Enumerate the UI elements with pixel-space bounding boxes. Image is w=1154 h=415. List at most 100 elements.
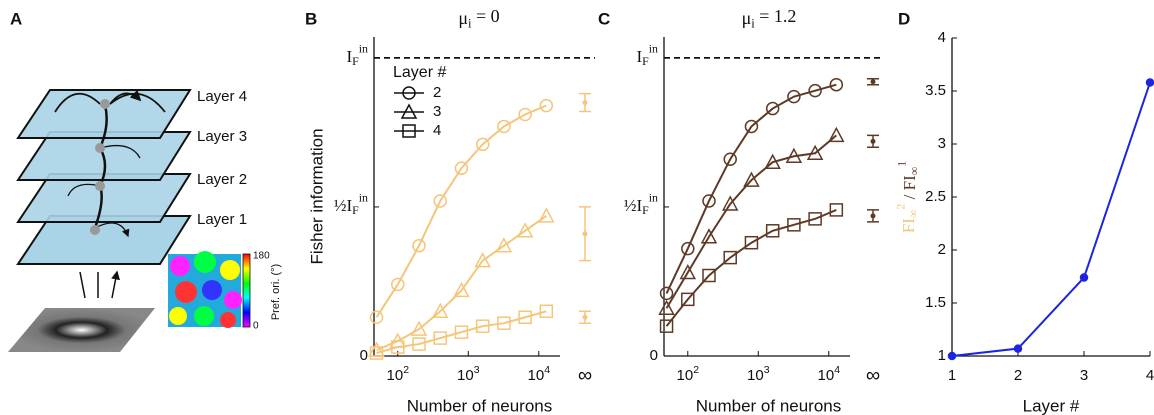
input-arrow (79, 272, 117, 299)
series-line (665, 208, 837, 327)
marker (743, 171, 760, 187)
legend-label: 3 (433, 103, 441, 120)
chart-title: μi​ = 0 (458, 6, 499, 30)
marker (431, 302, 449, 319)
x-tick-label: ∞ (578, 364, 592, 386)
legend-marker (400, 103, 418, 119)
marker (433, 331, 447, 345)
x-tick-label: 3 (1080, 367, 1088, 384)
y-tick-label: IF​in​ (346, 41, 368, 67)
marker (723, 250, 737, 265)
neuron (95, 143, 105, 153)
y-tick-label: 0 (360, 347, 368, 364)
layer-label: Layer 1 (197, 211, 247, 228)
y-axis-label: Fisher information (307, 128, 326, 264)
y-tick-label: 3 (938, 135, 946, 152)
colorbar-tick: 0 (253, 321, 259, 332)
x-axis-label: Number of neurons (407, 396, 553, 415)
marker (495, 237, 513, 253)
marker (806, 144, 824, 161)
series-line (951, 82, 1151, 357)
marker (1145, 78, 1154, 87)
marker (433, 194, 447, 208)
legend-label: 2 (433, 84, 441, 101)
y-tick-label: IF​in​ (636, 41, 658, 67)
layer-plane (16, 173, 192, 223)
marker (808, 212, 822, 226)
network-diagram: Layer 4 Layer 3 Layer 2 Layer 1 180 0 Pr… (8, 88, 282, 352)
connection (54, 93, 166, 113)
limit-point (582, 100, 588, 106)
layer-label: Layer 2 (197, 171, 247, 188)
marker (369, 310, 384, 324)
series-line (376, 310, 547, 354)
layer-plane (16, 215, 192, 265)
y-tick-label: 0 (650, 347, 658, 364)
y-tick-label: 2.5 (925, 188, 946, 205)
marker (475, 319, 490, 333)
marker (829, 77, 844, 92)
marker (787, 218, 801, 232)
series-line (375, 104, 547, 318)
marker (744, 119, 759, 134)
marker (787, 89, 801, 104)
y-axis-label: FI∞​2​ / FI∞​1​ (893, 161, 921, 233)
y-tick-label: 1.5 (925, 294, 946, 311)
marker (454, 325, 469, 339)
marker (454, 161, 469, 175)
marker (518, 310, 532, 324)
marker (539, 304, 554, 319)
y-tick-label: ½IF​in​ (334, 190, 368, 216)
x-tick-label: 102​ (387, 364, 410, 384)
marker (474, 252, 491, 268)
marker (947, 351, 957, 361)
legend-label: 4 (433, 122, 441, 139)
marker (412, 337, 426, 351)
x-tick-label: 102​ (677, 364, 700, 384)
limit-point (870, 138, 876, 144)
y-tick-label: 4 (938, 29, 946, 46)
marker (516, 222, 534, 238)
marker (497, 119, 511, 134)
limit-point (870, 213, 876, 219)
x-tick-label: 2 (1014, 367, 1022, 384)
y-tick-label: 3.5 (925, 82, 946, 99)
x-tick-label: 1 (948, 367, 956, 384)
marker (369, 346, 384, 360)
panel-label: C (598, 9, 610, 28)
y-tick-label: 2 (938, 241, 946, 258)
marker (497, 316, 511, 330)
x-tick-label: 104​ (818, 364, 841, 384)
x-tick-label: 103​ (747, 364, 770, 384)
legend-marker (402, 86, 416, 100)
marker (765, 224, 780, 238)
stimulus (8, 308, 155, 352)
marker (700, 228, 718, 244)
marker (368, 341, 385, 357)
marker (702, 194, 716, 208)
limit-point (870, 79, 876, 85)
layer-label: Layer 3 (197, 128, 247, 145)
marker (1013, 344, 1023, 353)
marker (785, 147, 803, 164)
marker (744, 235, 759, 250)
marker (764, 153, 781, 169)
marker (659, 319, 674, 333)
series-line (665, 83, 837, 294)
marker (828, 126, 845, 143)
marker (412, 238, 426, 253)
legend-title: Layer # (393, 64, 446, 81)
limit-point (582, 231, 588, 237)
x-axis-label: Layer # (1023, 396, 1080, 415)
marker (721, 195, 739, 211)
marker (410, 320, 428, 336)
neuron (90, 225, 100, 235)
marker (538, 207, 555, 223)
marker (679, 263, 697, 280)
y-tick-label: ½IF​in​ (624, 190, 658, 216)
neuron (95, 181, 105, 191)
series-line (665, 134, 837, 309)
chart-title: μi​ = 1.2 (742, 6, 797, 30)
colorbar-tick: 180 (253, 251, 270, 262)
